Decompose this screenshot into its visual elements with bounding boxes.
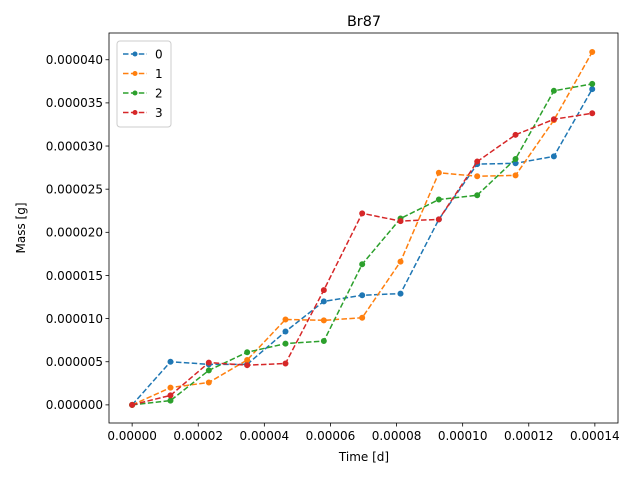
data-point-0 xyxy=(589,86,596,93)
data-point-2 xyxy=(550,87,557,94)
x-tick-label: 0.00008 xyxy=(372,429,422,443)
legend: 0 1 2 3 xyxy=(116,40,172,128)
data-point-1 xyxy=(435,169,442,176)
data-point-2 xyxy=(244,349,251,356)
data-point-1 xyxy=(397,258,404,265)
data-point-3 xyxy=(359,210,366,217)
legend-label-0: 0 xyxy=(155,47,163,61)
data-point-3 xyxy=(282,360,289,367)
x-tick-label: 0.00010 xyxy=(438,429,488,443)
data-point-3 xyxy=(435,216,442,223)
x-tick-label: 0.00004 xyxy=(240,429,290,443)
data-point-3 xyxy=(397,218,404,225)
data-point-2 xyxy=(435,196,442,203)
y-axis: 0.000000 0.000005 0.000010 0.000015 0.000020… xyxy=(46,53,109,412)
y-tick-label: 0.000025 xyxy=(46,182,103,196)
data-point-2 xyxy=(512,155,519,162)
data-point-0 xyxy=(550,153,557,160)
data-point-1 xyxy=(320,317,327,324)
data-point-1 xyxy=(205,379,212,386)
y-tick-label: 0.000010 xyxy=(46,312,103,326)
plot-area-frame xyxy=(108,32,619,424)
data-point-3 xyxy=(129,401,136,408)
data-point-1 xyxy=(589,48,596,55)
legend-label-2: 2 xyxy=(155,86,163,100)
data-point-2 xyxy=(282,340,289,347)
data-point-2 xyxy=(589,80,596,87)
series-layer xyxy=(129,48,596,408)
data-point-3 xyxy=(550,116,557,123)
y-tick-label: 0.000000 xyxy=(46,398,103,412)
data-point-3 xyxy=(512,131,519,138)
data-point-3 xyxy=(474,158,481,165)
legend-marker-0 xyxy=(132,51,138,57)
y-axis-title: Mass [g] xyxy=(14,202,28,253)
data-point-2 xyxy=(474,192,481,199)
data-point-0 xyxy=(282,328,289,335)
data-point-2 xyxy=(320,338,327,345)
y-tick-label: 0.000030 xyxy=(46,139,103,153)
series-3 xyxy=(129,110,596,408)
legend-label-1: 1 xyxy=(155,67,163,81)
data-point-1 xyxy=(359,314,366,321)
data-point-1 xyxy=(512,172,519,179)
data-point-3 xyxy=(205,359,212,366)
data-point-3 xyxy=(589,110,596,117)
y-tick-label: 0.000015 xyxy=(46,269,103,283)
data-point-0 xyxy=(167,358,174,365)
x-axis-title: Time [d] xyxy=(338,450,389,464)
data-point-2 xyxy=(359,261,366,268)
data-point-2 xyxy=(167,397,174,404)
y-tick-label: 0.000005 xyxy=(46,355,103,369)
data-point-1 xyxy=(244,357,251,364)
legend-marker-1 xyxy=(132,71,138,76)
x-tick-label: 0.00012 xyxy=(504,429,554,443)
y-tick-label: 0.000020 xyxy=(46,226,103,240)
data-point-3 xyxy=(244,362,251,369)
data-point-1 xyxy=(167,384,174,391)
legend-label-3: 3 xyxy=(155,106,163,120)
data-point-0 xyxy=(320,298,327,305)
legend-box xyxy=(116,40,172,128)
data-point-3 xyxy=(320,287,327,294)
x-axis: 0.00000 0.00002 0.00004 0.00006 0.00008 0.000… xyxy=(107,423,620,443)
data-point-1 xyxy=(282,316,289,323)
data-point-3 xyxy=(167,392,174,399)
data-point-0 xyxy=(359,292,366,299)
data-point-2 xyxy=(205,367,212,374)
x-tick-label: 0.00014 xyxy=(570,429,620,443)
data-point-0 xyxy=(397,290,404,297)
y-tick-label: 0.000035 xyxy=(46,96,103,110)
data-point-1 xyxy=(474,173,481,180)
chart-title: Br87 xyxy=(347,14,381,30)
legend-marker-2 xyxy=(132,90,138,96)
x-tick-label: 0.00000 xyxy=(107,429,157,443)
y-tick-label: 0.000040 xyxy=(46,53,103,67)
x-tick-label: 0.00006 xyxy=(306,429,356,443)
legend-marker-3 xyxy=(132,110,138,115)
x-tick-label: 0.00002 xyxy=(173,429,223,443)
